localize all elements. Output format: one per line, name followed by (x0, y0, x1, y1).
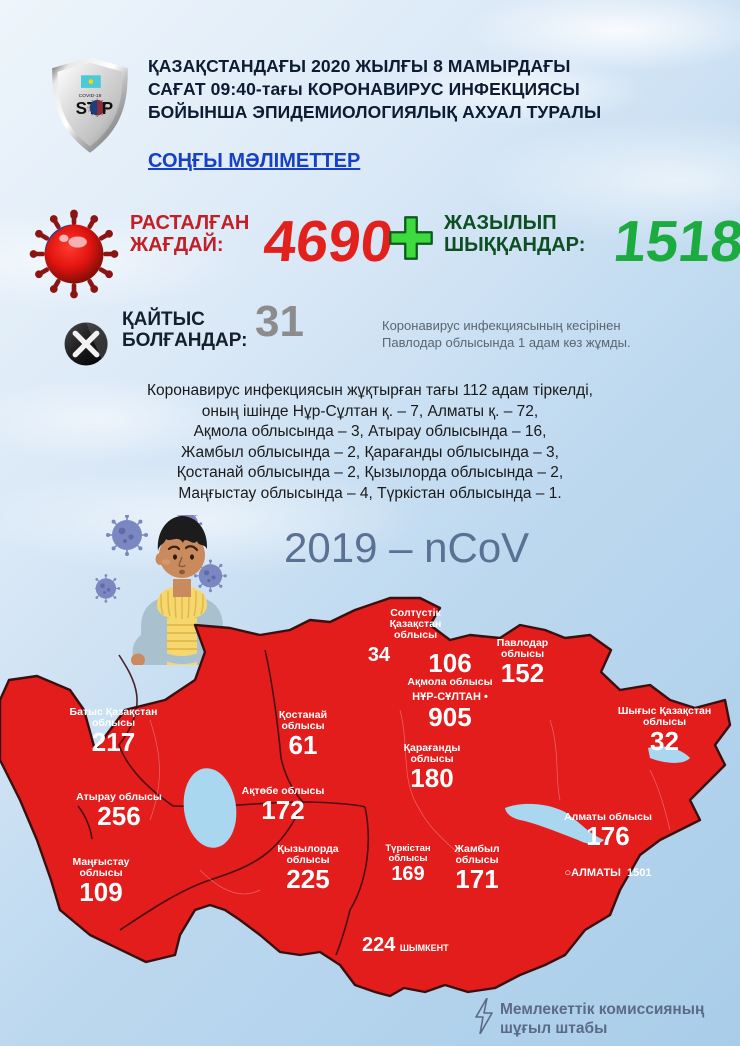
svg-text:P: P (102, 99, 113, 118)
svg-text:COVID-19: COVID-19 (79, 93, 102, 99)
